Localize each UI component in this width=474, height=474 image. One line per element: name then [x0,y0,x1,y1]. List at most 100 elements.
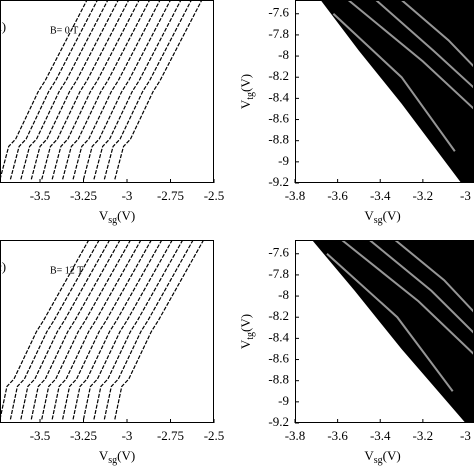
map-stripe [326,253,454,392]
y-axis-label-unit: (V) [238,314,253,332]
y-tick-label: -7.8 [268,266,289,281]
x-axis-label-sub: sg [108,455,117,466]
x-tick-label: -3.25 [70,188,97,203]
map-stripe [400,0,474,68]
x-tick-label: -3.6 [327,428,348,443]
x-tick-label: -3.4 [370,188,391,203]
y-axis-label: Vtg(V) [238,314,256,349]
trace [93,0,182,180]
x-axis-label-main: V [364,208,374,223]
x-tick-label: -2.75 [157,188,184,203]
y-tick-label: -9 [278,393,289,408]
annotation: B= 12 T [50,265,83,276]
x-tick-label: -3.8 [285,428,306,443]
map-stripe [347,0,474,110]
x-axis-label-unit: (V) [117,208,135,223]
trace [72,0,161,180]
trace [41,240,132,420]
trace [62,0,151,180]
trace [103,240,194,420]
y-tick-label: -7.6 [268,245,289,260]
x-tick-label: -3.8 [285,188,306,203]
y-tick-label: -9.2 [268,414,289,429]
trace [72,240,163,420]
trace [114,240,205,420]
trace [0,240,90,420]
annotation: B= 0 T [50,25,78,36]
trace [82,240,173,420]
x-axis-label-unit: (V) [383,208,401,223]
y-tick-label: -8.8 [268,372,289,387]
x-tick-label: -2.75 [157,428,184,443]
trace [82,0,172,180]
x-axis-label-sub: sg [108,215,117,226]
y-axis-label-main: V [238,99,253,109]
axes-frame [0,240,214,423]
x-tick-label: -3.2 [413,188,434,203]
x-tick-label: -3.5 [30,428,51,443]
y-tick-label: -7.6 [268,5,289,20]
map-stripe [368,240,474,334]
axes-frame [0,0,214,183]
x-axis-label-unit: (V) [383,448,401,463]
y-axis-label-sub: tg [245,332,256,340]
y-axis-label-unit: (V) [238,74,253,92]
trace [51,240,142,420]
x-axis-label: Vsg(V) [99,208,135,226]
x-tick-label: -3 [460,428,471,443]
map-stripe [332,13,456,152]
map-stripe [375,0,474,89]
trace [93,240,184,420]
x-axis-label-sub: sg [374,215,383,226]
trace [20,240,111,420]
x-tick-label: -3 [122,188,133,203]
map-stripe [341,240,474,355]
x-tick-label: -3.2 [413,428,434,443]
y-axis-label: Vtg(V) [238,74,256,109]
x-tick-label: -3.5 [30,188,51,203]
x-axis-label: Vsg(V) [99,448,135,466]
map-stripe [394,240,474,313]
x-tick-label: -3.25 [70,428,97,443]
trace [30,0,119,180]
plot-area [320,0,474,183]
x-axis-label: Vsg(V) [364,208,400,226]
y-tick-label: -8 [278,47,289,62]
trace [41,0,130,180]
plot-area [312,240,474,423]
trace [114,0,203,180]
y-tick-label: -8.8 [268,132,289,147]
plot-area [0,240,205,420]
y-tick-label: -8 [278,287,289,302]
x-tick-label: -3.4 [370,428,391,443]
y-axis-label-main: V [238,339,253,349]
x-axis-label: Vsg(V) [364,448,400,466]
trace [9,240,100,420]
y-tick-label: -8.2 [268,68,289,83]
map-region [320,0,474,183]
x-tick-label: -2.5 [204,428,225,443]
x-tick-label: -3.6 [327,188,348,203]
annotation: B= 0 T [440,16,468,27]
panel-label: c) [0,259,6,274]
panel-label: a) [0,19,6,34]
x-tick-label: -3 [460,188,471,203]
trace [30,240,121,420]
trace [51,0,140,180]
y-tick-label: -7.8 [268,26,289,41]
x-axis-label-sub: sg [374,455,383,466]
x-tick-label: -3 [122,428,133,443]
x-axis-label-unit: (V) [117,448,135,463]
trace [20,0,109,180]
x-axis-label-main: V [99,208,109,223]
annotation: B= 12 T [440,256,473,267]
trace [9,0,98,180]
y-tick-label: -8.2 [268,308,289,323]
x-axis-label-main: V [99,448,109,463]
y-tick-label: -8.6 [268,351,289,366]
trace [0,0,88,180]
y-tick-label: -8.4 [268,89,289,104]
x-tick-label: -2.5 [204,188,225,203]
x-axis-label-main: V [364,448,374,463]
